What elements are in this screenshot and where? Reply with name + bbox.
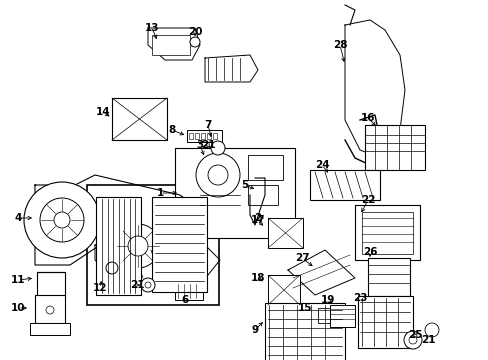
Bar [175,148,294,238]
Circle shape [190,37,200,47]
Text: 26: 26 [362,247,376,257]
Bar [189,133,193,139]
Text: 3: 3 [196,140,203,150]
Circle shape [128,236,148,256]
Bar [364,125,424,170]
Bar [329,305,354,327]
Text: 11: 11 [11,275,25,285]
Polygon shape [287,250,354,295]
Circle shape [40,198,84,242]
Bar [264,303,345,360]
Text: 21: 21 [129,280,144,290]
Text: 16: 16 [360,113,374,123]
Polygon shape [148,28,200,60]
Bar [186,130,222,142]
Circle shape [145,282,151,288]
Text: 27: 27 [294,253,309,263]
Circle shape [210,141,224,155]
Bar [112,98,167,140]
Circle shape [106,262,118,274]
Text: 10: 10 [11,303,25,313]
Bar [317,308,337,323]
Text: 15: 15 [297,303,312,313]
Bar [152,35,190,55]
Bar [309,170,379,200]
Text: 18: 18 [250,273,264,283]
Circle shape [141,278,155,292]
Text: 21: 21 [420,335,434,345]
Bar [37,272,65,297]
Circle shape [207,165,227,185]
Bar [206,133,210,139]
Circle shape [116,224,160,268]
Circle shape [46,306,54,314]
Bar [195,133,199,139]
Polygon shape [95,240,220,285]
Text: 9: 9 [251,325,258,335]
Text: 12: 12 [93,283,107,293]
Text: 7: 7 [204,120,211,130]
Bar [152,197,206,292]
Text: 22: 22 [360,195,374,205]
Bar [201,133,204,139]
Circle shape [408,336,416,344]
Bar [30,323,70,335]
Text: 19: 19 [320,295,334,305]
Bar [247,155,283,180]
Text: 14: 14 [96,107,110,117]
Text: 4: 4 [14,213,21,223]
Polygon shape [35,175,200,265]
Bar [87,185,219,305]
Bar [367,258,409,296]
Circle shape [424,323,438,337]
Bar [354,205,419,260]
Bar [213,133,217,139]
Text: 2: 2 [254,213,261,223]
Bar [267,275,299,305]
Bar [247,185,278,205]
Bar [357,296,412,348]
Bar [267,218,303,248]
Text: 5: 5 [241,180,248,190]
Text: 8: 8 [168,125,175,135]
Text: 23: 23 [352,293,366,303]
Circle shape [24,182,100,258]
Circle shape [196,153,240,197]
Text: 25: 25 [407,330,421,340]
Bar [175,282,203,300]
Circle shape [403,331,421,349]
Text: 13: 13 [144,23,159,33]
Text: 17: 17 [250,215,265,225]
Text: 20: 20 [187,27,202,37]
Text: 1: 1 [156,188,163,198]
Circle shape [54,212,70,228]
Bar [361,212,412,254]
Text: 24: 24 [314,160,328,170]
Bar [96,197,141,295]
Bar [35,295,65,323]
Text: 21: 21 [201,140,215,150]
Text: 6: 6 [181,295,188,305]
Polygon shape [345,20,404,160]
Polygon shape [204,55,258,82]
Text: 28: 28 [332,40,346,50]
